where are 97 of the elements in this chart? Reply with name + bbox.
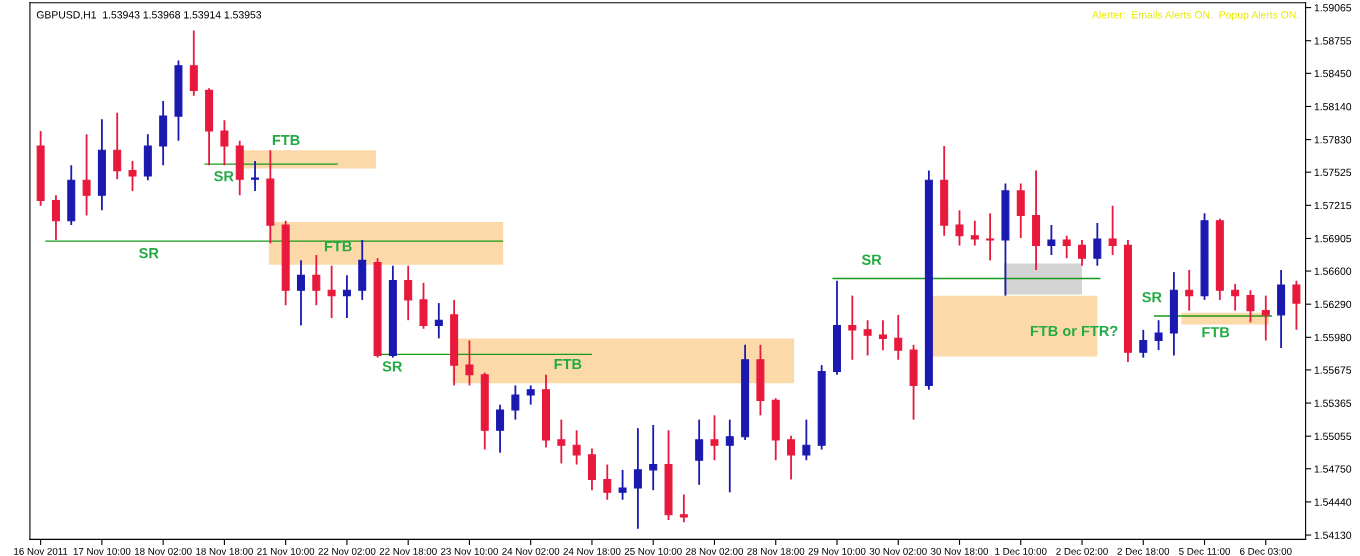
- x-tick-label: 18 Nov 18:00: [196, 547, 253, 555]
- candlestick: [787, 434, 796, 481]
- y-tick-label: 1.56600: [1314, 267, 1352, 275]
- x-tick-label: 21 Nov 10:00: [257, 547, 315, 555]
- candlestick: [82, 133, 91, 217]
- candlestick: [894, 313, 903, 361]
- candlestick: [679, 493, 688, 524]
- y-tick-label: 1.56905: [1314, 234, 1352, 243]
- ref-line-label: SR: [139, 247, 159, 259]
- candlestick: [1154, 319, 1163, 352]
- candlestick: [1231, 282, 1240, 312]
- candlestick: [526, 384, 535, 406]
- x-tick-label: 30 Nov 02:00: [869, 547, 927, 555]
- candlestick: [848, 294, 857, 361]
- candlestick: [955, 209, 964, 247]
- candlestick: [404, 264, 413, 322]
- y-tick-label: 1.56290: [1314, 300, 1352, 309]
- candlestick: [1078, 239, 1087, 267]
- candlestick: [649, 424, 658, 492]
- y-tick-label: 1.58755: [1314, 37, 1352, 45]
- candlestick: [1292, 279, 1301, 331]
- y-tick-label: 1.55055: [1314, 432, 1352, 441]
- y-tick-label: 1.59065: [1314, 4, 1352, 12]
- y-tick-label: 1.57215: [1314, 201, 1352, 210]
- candlestick: [465, 339, 474, 387]
- x-tick-label: 2 Dec 18:00: [1117, 547, 1170, 555]
- candlestick: [572, 429, 581, 466]
- candlestick: [1246, 289, 1255, 324]
- x-tick-label: 24 Nov 18:00: [563, 547, 621, 555]
- candlestick: [251, 160, 260, 192]
- ref-line-label: SR: [214, 170, 234, 182]
- candlestick: [557, 418, 566, 465]
- candlestick: [496, 403, 505, 454]
- band-label: FTB or FTR?: [1030, 325, 1118, 337]
- x-tick-label: 22 Nov 02:00: [318, 547, 376, 555]
- x-tick-label: 30 Nov 18:00: [930, 547, 989, 555]
- candlestick: [1108, 204, 1117, 256]
- candlestick: [51, 194, 60, 241]
- y-tick-label: 1.55675: [1314, 366, 1352, 374]
- annotation: Alerter: Emails Alerts ON. Popup Alerts ON.: [1092, 10, 1299, 21]
- candlestick: [342, 274, 351, 319]
- x-tick-label: 6 Dec 03:00: [1240, 547, 1292, 555]
- x-tick-label: 25 Nov 10:00: [624, 547, 682, 555]
- x-tick-label: 22 Nov 18:00: [379, 547, 437, 555]
- x-tick-label: 1 Dec 10:00: [995, 547, 1047, 555]
- candlestick: [220, 119, 229, 167]
- candlestick: [1185, 269, 1194, 312]
- candlestick: [128, 160, 137, 192]
- candlestick: [1261, 294, 1270, 342]
- candlestick: [1139, 328, 1148, 359]
- y-tick-label: 1.57830: [1314, 136, 1352, 144]
- candlestick: [986, 212, 995, 262]
- candlestick: [970, 219, 979, 247]
- y-tick-label: 1.57525: [1314, 168, 1352, 177]
- candlestick: [327, 264, 336, 319]
- candlestick: [878, 319, 887, 352]
- candlestick: [725, 418, 734, 494]
- y-tick-label: 1.54750: [1314, 465, 1352, 473]
- x-tick-label: 24 Nov 02:00: [502, 547, 560, 555]
- ref-line-label: SR: [861, 254, 882, 265]
- candlestick: [1093, 222, 1102, 267]
- candlestick: [296, 259, 305, 327]
- x-tick-label: 28 Nov 02:00: [686, 547, 744, 555]
- x-tick-label: 16 Nov 2011: [14, 547, 68, 555]
- x-tick-label: 17 Nov 10:00: [73, 547, 131, 555]
- band-label: FTB: [1202, 327, 1230, 338]
- x-tick-label: 28 Nov 18:00: [747, 547, 805, 555]
- y-tick-label: 1.55980: [1314, 333, 1352, 342]
- text: GBPUSD,H1 1.53943 1.53968 1.53914 1.53953: [36, 11, 262, 20]
- y-tick-label: 1.55365: [1314, 399, 1352, 407]
- candlestick: [1062, 234, 1071, 260]
- ref-line-label: SR: [1142, 292, 1162, 303]
- candlestick: [633, 427, 642, 530]
- x-tick-label: 18 Nov 02:00: [134, 547, 192, 555]
- band-label: FTB: [324, 241, 352, 252]
- candlestick: [618, 468, 627, 501]
- candlestick: [710, 414, 719, 462]
- y-tick-label: 1.54440: [1314, 498, 1352, 506]
- candlestick: [695, 418, 704, 486]
- candlestick: [603, 463, 612, 501]
- x-tick-label: 29 Nov 10:00: [808, 547, 866, 555]
- candlestick: [511, 384, 520, 421]
- x-tick-label: 2 Dec 02:00: [1056, 547, 1108, 555]
- y-tick-label: 1.58450: [1314, 69, 1352, 78]
- candlestick: [113, 111, 122, 181]
- candlestick: [312, 254, 321, 307]
- candlestick: [802, 418, 811, 462]
- y-tick-label: 1.54130: [1314, 531, 1352, 539]
- x-tick-label: 5 Dec 11:00: [1179, 547, 1230, 555]
- candlestick: [863, 319, 872, 357]
- ref-line-label: SR: [382, 361, 403, 372]
- candlestick: [1047, 224, 1056, 256]
- band-label: FTB: [272, 135, 300, 146]
- x-tick-label: 23 Nov 10:00: [441, 547, 498, 555]
- candlestick: [434, 302, 443, 340]
- y-tick-label: 1.58140: [1314, 102, 1352, 111]
- band-label: FTB: [554, 359, 582, 370]
